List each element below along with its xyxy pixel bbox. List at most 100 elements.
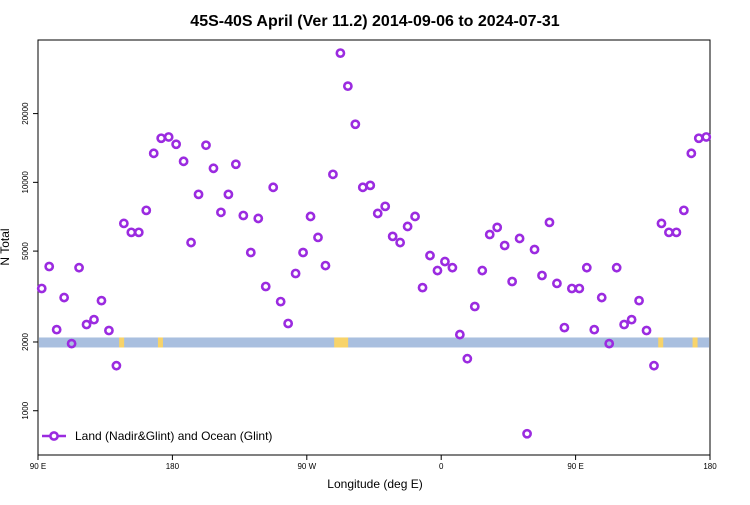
point: [66, 338, 77, 349]
x-tick-label: 90 E: [567, 462, 583, 471]
point: [604, 338, 615, 349]
point: [126, 227, 137, 238]
point: [290, 268, 301, 279]
point: [589, 324, 600, 335]
point: [634, 295, 644, 306]
x-tick-label: 180: [166, 462, 180, 471]
point: [372, 208, 383, 219]
y-tick-label: 20000: [21, 102, 30, 125]
point: [484, 229, 495, 240]
point: [208, 163, 219, 174]
x-tick-label: 0: [439, 462, 444, 471]
y-tick-label: 10000: [21, 171, 30, 194]
x-tick-label: 90 E: [30, 462, 46, 471]
point: [619, 319, 630, 330]
point: [462, 353, 473, 364]
band-highlight: [343, 337, 349, 348]
point: [171, 139, 182, 150]
point: [111, 360, 122, 371]
point: [395, 237, 406, 248]
point: [678, 205, 689, 216]
point: [148, 148, 159, 159]
point: [298, 247, 308, 258]
point: [305, 211, 316, 222]
ocean-band: [39, 337, 709, 348]
x-axis-label: Longitude (deg E): [327, 477, 422, 491]
point: [552, 278, 562, 289]
legend-label: Land (Nadir&Glint) and Ocean (Glint): [75, 429, 272, 443]
point: [529, 244, 540, 255]
point: [313, 232, 323, 243]
point: [440, 256, 450, 267]
point: [186, 237, 196, 248]
band-highlight: [692, 337, 698, 348]
point: [178, 156, 189, 167]
point: [447, 262, 458, 273]
point: [596, 292, 607, 303]
point: [432, 265, 443, 276]
band-highlight: [334, 337, 340, 348]
point: [51, 324, 62, 335]
point: [81, 319, 92, 330]
point: [522, 428, 532, 439]
point: [357, 182, 368, 193]
y-tick-label: 2000: [21, 333, 30, 351]
band-highlight: [658, 337, 664, 348]
point: [74, 262, 84, 273]
point: [96, 295, 107, 306]
point: [283, 318, 294, 329]
point: [59, 292, 70, 303]
point: [581, 262, 592, 273]
point: [537, 270, 547, 281]
point: [365, 180, 376, 191]
band-highlight: [119, 337, 125, 348]
point: [268, 182, 279, 193]
point: [664, 227, 674, 238]
point: [141, 205, 152, 216]
point: [469, 301, 480, 312]
point: [701, 132, 712, 142]
chart-title: 45S-40S April (Ver 11.2) 2014-09-06 to 2…: [190, 13, 560, 30]
point: [320, 260, 331, 271]
point: [36, 283, 47, 294]
point: [402, 221, 413, 232]
point: [44, 261, 55, 272]
y-axis-label: N Total: [0, 228, 12, 265]
point: [223, 189, 234, 200]
point: [507, 276, 518, 287]
point: [104, 325, 114, 336]
point: [89, 314, 99, 325]
point: [425, 250, 435, 261]
point: [193, 189, 204, 200]
point: [454, 329, 465, 340]
point: [611, 262, 622, 273]
point: [342, 81, 353, 92]
point: [230, 159, 241, 170]
point: [656, 218, 667, 229]
point: [245, 247, 256, 258]
point: [163, 132, 174, 142]
point: [275, 296, 286, 307]
point: [335, 48, 346, 59]
point: [559, 322, 570, 333]
x-tick-label: 90 W: [297, 462, 316, 471]
point: [201, 140, 211, 151]
point: [328, 169, 338, 180]
x-tick-label: 180: [703, 462, 717, 471]
point: [574, 283, 585, 294]
point: [626, 314, 637, 325]
point: [649, 360, 659, 371]
point: [544, 217, 555, 228]
point: [133, 227, 144, 238]
point: [492, 222, 503, 233]
point: [499, 240, 510, 251]
point: [387, 231, 398, 242]
band-highlight: [338, 337, 344, 348]
point: [216, 207, 226, 218]
y-tick-label: 1000: [21, 401, 30, 419]
point: [118, 218, 129, 229]
point: [686, 148, 697, 159]
point: [253, 213, 264, 224]
point: [693, 133, 704, 144]
